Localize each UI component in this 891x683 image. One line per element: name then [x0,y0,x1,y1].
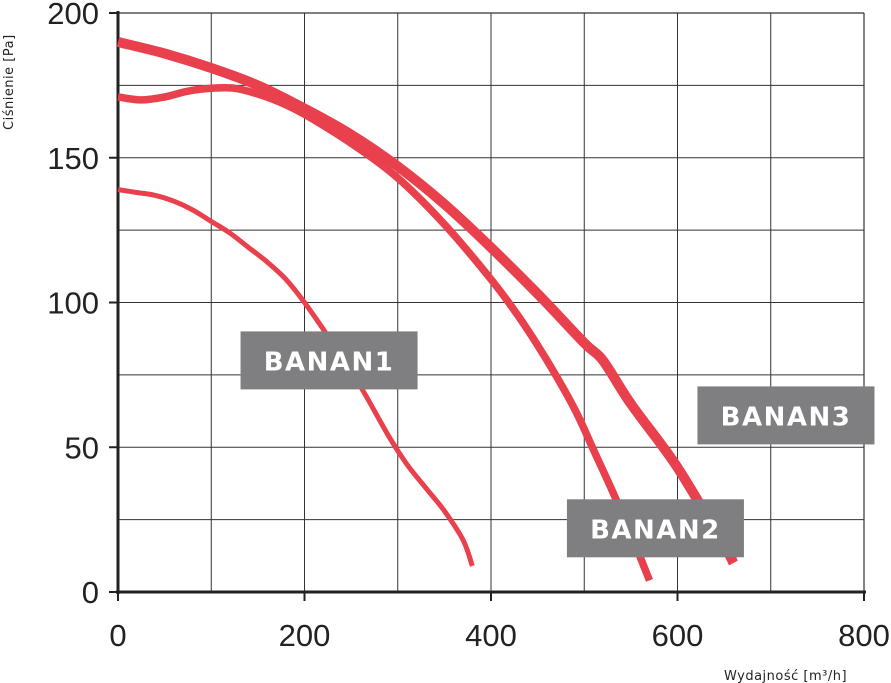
series-line-banan3 [116,37,738,566]
x-tick-label: 800 [838,618,890,653]
series-line-banan2 [117,83,653,582]
y-tick-label: 150 [47,141,99,176]
axes [109,11,866,601]
y-tick-label: 50 [65,430,99,465]
grid [118,12,865,592]
y-tick-label: 200 [47,0,99,31]
series-label-banan1: BANAN1 [264,347,395,377]
x-tick-label: 600 [652,618,704,653]
x-tick-label: 0 [109,618,126,653]
x-tick-label: 400 [465,618,517,653]
x-tick-label: 200 [279,618,331,653]
tick-labels: 0 200 400 600 800 0 50 100 150 200 [47,0,890,653]
series-labels: BANAN1 BANAN2 BANAN3 [240,331,875,558]
series-label-box-banan3 [697,386,875,445]
series-label-box-banan1 [240,331,418,390]
series-label-banan2: BANAN2 [590,515,721,545]
y-tick-label: 0 [82,575,99,610]
series-label-box-banan2 [566,499,744,558]
series-label-banan3: BANAN3 [721,402,852,432]
y-tick-label: 100 [47,286,99,321]
x-axis-title: Wydajność [m³/h] [724,669,847,683]
series-line-banan1 [117,187,475,567]
y-axis-title: Ciśnienie [Pa] [2,34,17,130]
series-curves [116,37,738,582]
